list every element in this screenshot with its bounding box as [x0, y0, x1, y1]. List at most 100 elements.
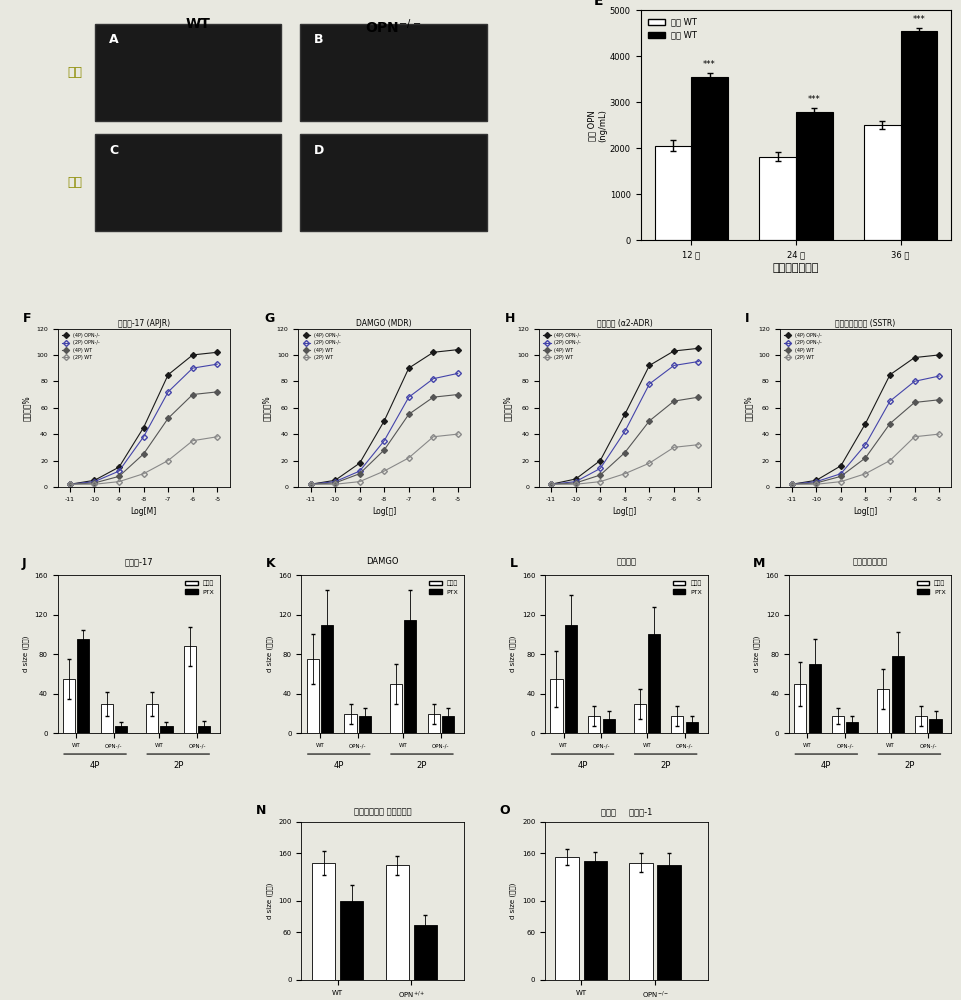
(2P) WT: [570, 478, 581, 490]
(2P) OPN-/-: [88, 476, 100, 488]
(2P) WT: [452, 428, 463, 440]
X-axis label: 外科手术后时间: 外科手术后时间: [773, 263, 819, 273]
Bar: [654, 146, 691, 240]
Y-axis label: d size (效量): d size (效量): [509, 636, 516, 672]
Y-axis label: d size (效量): d size (效量): [753, 636, 760, 672]
Legend: 媒介物, PTX: 媒介物, PTX: [183, 578, 217, 597]
(2P) WT: [860, 468, 872, 480]
Bar: [759, 157, 796, 240]
Bar: [794, 684, 806, 733]
Bar: [385, 865, 409, 980]
Y-axis label: 最大反应%: 最大反应%: [22, 395, 31, 421]
(2P) OPN-/-: [137, 431, 149, 443]
(2P) OPN-/-: [330, 476, 341, 488]
Y-axis label: d size (效量): d size (效量): [266, 883, 273, 919]
(4P) WT: [403, 408, 414, 420]
(2P) WT: [644, 457, 655, 469]
Bar: [900, 31, 937, 240]
Text: 四足: 四足: [67, 66, 82, 79]
Bar: [340, 901, 363, 980]
Text: M: M: [753, 557, 766, 570]
Bar: [405, 620, 416, 733]
(4P) OPN-/-: [693, 342, 704, 354]
Bar: [565, 625, 577, 733]
Bar: [321, 625, 333, 733]
Bar: [413, 925, 437, 980]
(2P) WT: [428, 431, 439, 443]
Title: 缩激肽     内皮素-1: 缩激肽 内皮素-1: [601, 808, 653, 817]
Text: C: C: [109, 144, 118, 157]
(4P) WT: [546, 478, 557, 490]
Text: 2P: 2P: [904, 761, 915, 770]
(4P) OPN-/-: [113, 461, 125, 473]
Text: OPN$^{-/-}$: OPN$^{-/-}$: [365, 17, 422, 36]
Line: (4P) OPN-/-: (4P) OPN-/-: [549, 346, 701, 486]
Text: L: L: [509, 557, 517, 570]
Legend: 四足 WT, 双足 WT: 四足 WT, 双足 WT: [645, 14, 701, 43]
Text: WT: WT: [185, 17, 210, 31]
Text: I: I: [745, 312, 750, 325]
Legend: (4P) OPN-/-, (2P) OPN-/-, (4P) WT, (2P) WT: (4P) OPN-/-, (2P) OPN-/-, (4P) WT, (2P) …: [541, 331, 583, 362]
Bar: [648, 634, 660, 733]
Y-axis label: 血浆 OPN
(ng/mL): 血浆 OPN (ng/mL): [587, 109, 607, 142]
X-axis label: Log[浓]: Log[浓]: [613, 507, 637, 516]
Bar: [583, 861, 607, 980]
Text: 双足: 双足: [67, 176, 82, 189]
(4P) WT: [693, 391, 704, 403]
Text: 4P: 4P: [821, 761, 831, 770]
(2P) WT: [786, 478, 798, 490]
(2P) OPN-/-: [64, 478, 76, 490]
(2P) OPN-/-: [354, 465, 365, 477]
Legend: 媒介物, PTX: 媒介物, PTX: [670, 578, 704, 597]
(4P) OPN-/-: [595, 455, 606, 467]
(2P) OPN-/-: [379, 435, 390, 447]
Y-axis label: d size (效量): d size (效量): [266, 636, 273, 672]
(4P) OPN-/-: [88, 474, 100, 486]
Text: J: J: [22, 557, 27, 570]
X-axis label: Log[M]: Log[M]: [131, 507, 157, 516]
Bar: [603, 719, 615, 733]
(2P) WT: [137, 468, 149, 480]
Bar: [115, 726, 127, 733]
(2P) WT: [330, 478, 341, 490]
(2P) WT: [88, 478, 100, 490]
Title: 生长激素抑制素: 生长激素抑制素: [852, 557, 888, 566]
(4P) OPN-/-: [546, 478, 557, 490]
(2P) OPN-/-: [909, 375, 921, 387]
(4P) WT: [786, 478, 798, 490]
(2P) OPN-/-: [860, 439, 872, 451]
Text: ***: ***: [703, 60, 716, 69]
Text: ***: ***: [808, 95, 821, 104]
(2P) WT: [64, 478, 76, 490]
Bar: [198, 726, 210, 733]
(4P) WT: [305, 478, 316, 490]
(4P) WT: [187, 389, 199, 401]
Title: 爱帕林-17 (APJR): 爱帕林-17 (APJR): [117, 319, 170, 328]
Line: (2P) WT: (2P) WT: [308, 432, 460, 486]
Line: (2P) OPN-/-: (2P) OPN-/-: [308, 371, 460, 486]
Bar: [428, 714, 440, 733]
(4P) OPN-/-: [428, 346, 439, 358]
(4P) OPN-/-: [162, 369, 174, 381]
(2P) OPN-/-: [403, 391, 414, 403]
Bar: [847, 722, 858, 733]
(4P) OPN-/-: [187, 349, 199, 361]
Text: F: F: [23, 312, 32, 325]
(4P) WT: [884, 418, 896, 430]
Line: (2P) WT: (2P) WT: [549, 443, 701, 486]
(4P) WT: [137, 448, 149, 460]
Bar: [555, 857, 579, 980]
(4P) OPN-/-: [211, 346, 223, 358]
(4P) WT: [88, 477, 100, 489]
Y-axis label: d size (效量): d size (效量): [22, 636, 29, 672]
(2P) WT: [909, 431, 921, 443]
(4P) WT: [64, 478, 76, 490]
X-axis label: Log[浓]: Log[浓]: [853, 507, 877, 516]
Bar: [691, 77, 727, 240]
Bar: [892, 656, 903, 733]
Line: (2P) WT: (2P) WT: [790, 432, 941, 486]
(2P) OPN-/-: [452, 367, 463, 379]
Text: 2P: 2P: [173, 761, 184, 770]
Text: 2P: 2P: [660, 761, 671, 770]
Bar: [686, 722, 698, 733]
